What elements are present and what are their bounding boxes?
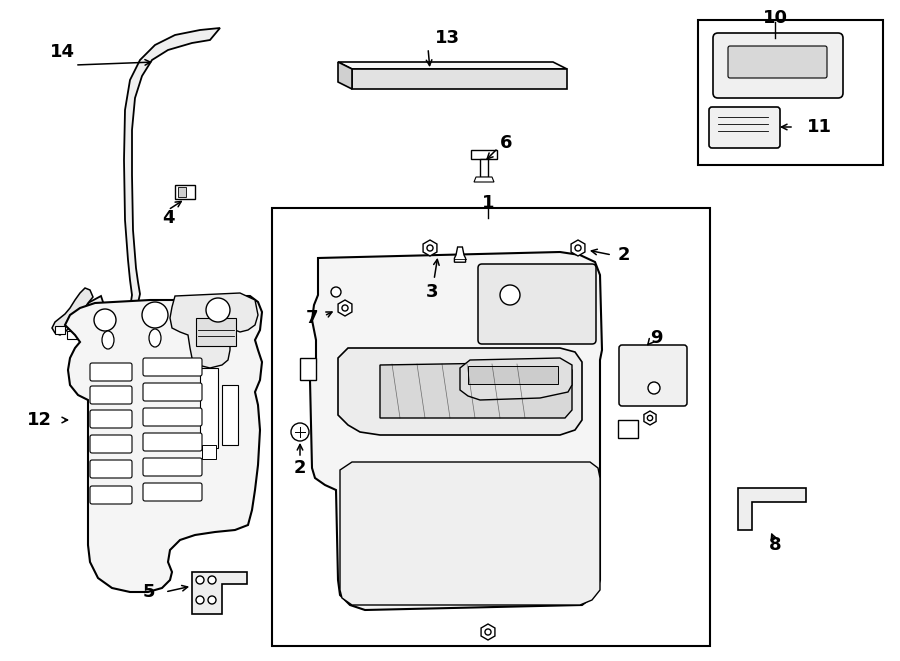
- Bar: [222, 385, 238, 445]
- Polygon shape: [338, 62, 352, 89]
- Bar: [178, 187, 186, 197]
- Circle shape: [291, 423, 309, 441]
- FancyBboxPatch shape: [90, 363, 132, 381]
- FancyBboxPatch shape: [478, 264, 596, 344]
- FancyBboxPatch shape: [709, 107, 780, 148]
- Text: 3: 3: [426, 283, 438, 301]
- Circle shape: [485, 629, 491, 635]
- Circle shape: [196, 596, 204, 604]
- Bar: [628, 356, 676, 376]
- FancyBboxPatch shape: [143, 408, 202, 426]
- Bar: [468, 366, 558, 384]
- Bar: [618, 420, 638, 438]
- Text: 14: 14: [50, 43, 75, 61]
- Circle shape: [427, 245, 433, 251]
- Text: 8: 8: [769, 536, 781, 554]
- FancyBboxPatch shape: [143, 483, 202, 501]
- Bar: [490, 278, 580, 313]
- Bar: [554, 286, 572, 298]
- Text: 7: 7: [305, 309, 318, 327]
- Bar: [272, 208, 710, 646]
- Circle shape: [94, 309, 116, 331]
- Bar: [175, 185, 195, 199]
- Text: 5: 5: [142, 583, 155, 601]
- Bar: [480, 159, 488, 177]
- FancyBboxPatch shape: [143, 383, 202, 401]
- Polygon shape: [380, 362, 572, 418]
- FancyBboxPatch shape: [728, 46, 827, 78]
- Circle shape: [206, 298, 230, 322]
- Bar: [300, 358, 316, 380]
- Text: 6: 6: [500, 134, 512, 152]
- Bar: [67, 331, 77, 339]
- Bar: [527, 306, 549, 316]
- Text: 12: 12: [27, 411, 52, 429]
- Polygon shape: [310, 252, 602, 610]
- Circle shape: [208, 576, 216, 584]
- Text: 11: 11: [807, 118, 832, 136]
- Circle shape: [648, 382, 660, 394]
- Bar: [196, 318, 236, 346]
- FancyBboxPatch shape: [143, 358, 202, 376]
- Polygon shape: [52, 288, 93, 335]
- Bar: [200, 368, 218, 448]
- Bar: [527, 286, 549, 302]
- Polygon shape: [482, 624, 495, 640]
- Circle shape: [208, 596, 216, 604]
- Polygon shape: [170, 293, 258, 368]
- Bar: [471, 150, 497, 159]
- FancyBboxPatch shape: [90, 435, 132, 453]
- Polygon shape: [338, 62, 567, 69]
- Polygon shape: [65, 296, 262, 592]
- Text: 1: 1: [482, 194, 494, 212]
- Ellipse shape: [102, 331, 114, 349]
- Bar: [55, 326, 65, 334]
- Circle shape: [342, 305, 348, 311]
- Circle shape: [575, 245, 581, 251]
- Polygon shape: [572, 240, 585, 256]
- FancyBboxPatch shape: [713, 33, 843, 98]
- Polygon shape: [352, 69, 567, 89]
- Text: 13: 13: [435, 29, 460, 47]
- Polygon shape: [338, 348, 582, 435]
- Text: 9: 9: [650, 329, 662, 347]
- Text: 2: 2: [293, 459, 306, 477]
- Circle shape: [142, 302, 168, 328]
- Circle shape: [331, 287, 341, 297]
- Circle shape: [647, 415, 652, 420]
- Text: 10: 10: [762, 9, 788, 27]
- Bar: [764, 53, 784, 69]
- Text: 2: 2: [618, 246, 631, 264]
- Polygon shape: [644, 411, 656, 425]
- FancyBboxPatch shape: [90, 460, 132, 478]
- Polygon shape: [338, 300, 352, 316]
- Text: 4: 4: [162, 209, 175, 227]
- FancyBboxPatch shape: [143, 458, 202, 476]
- FancyBboxPatch shape: [143, 433, 202, 451]
- Circle shape: [500, 285, 520, 305]
- Polygon shape: [88, 28, 220, 323]
- FancyBboxPatch shape: [90, 486, 132, 504]
- Polygon shape: [423, 240, 436, 256]
- Polygon shape: [738, 488, 806, 530]
- FancyBboxPatch shape: [90, 410, 132, 428]
- Polygon shape: [192, 572, 247, 614]
- FancyBboxPatch shape: [90, 386, 132, 404]
- Polygon shape: [474, 177, 494, 182]
- Bar: [202, 445, 216, 459]
- Polygon shape: [460, 358, 572, 400]
- Circle shape: [196, 576, 204, 584]
- FancyBboxPatch shape: [619, 345, 687, 406]
- Bar: [698, 20, 883, 165]
- Polygon shape: [340, 462, 600, 605]
- Polygon shape: [454, 247, 465, 262]
- Ellipse shape: [149, 329, 161, 347]
